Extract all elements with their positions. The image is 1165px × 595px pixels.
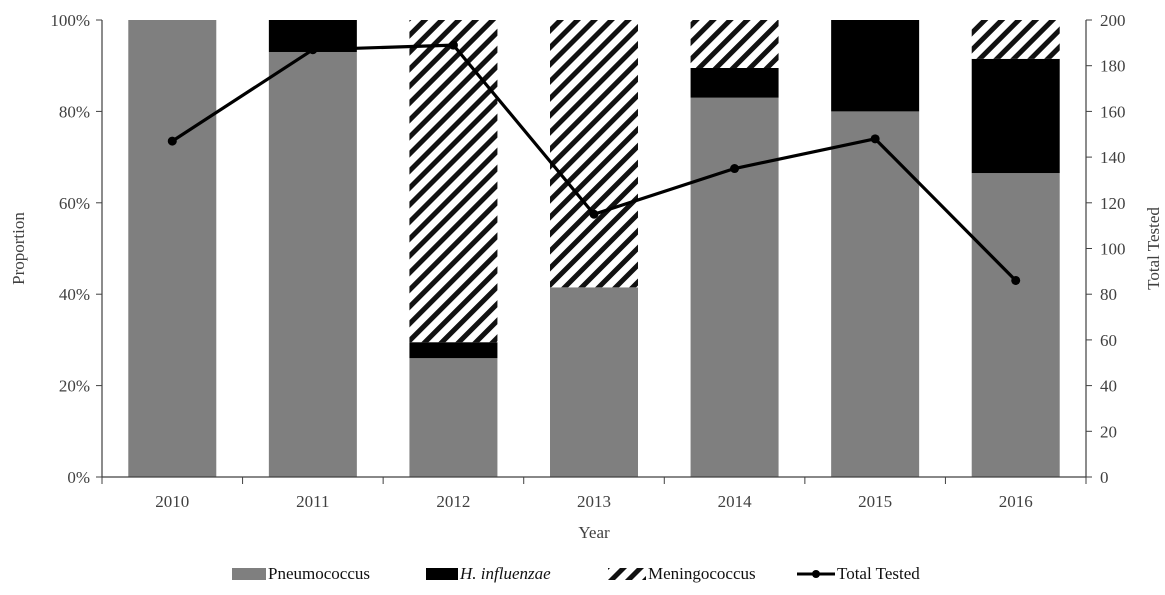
- y-tick-label: 100%: [50, 11, 90, 30]
- y-tick-label: 20%: [59, 377, 90, 396]
- legend-label-h-influenzae: H. influenzae: [459, 564, 551, 583]
- x-tick-label: 2013: [577, 492, 611, 511]
- y-axis-title: Proportion: [9, 212, 28, 285]
- bar-pneumococcus-2010: [128, 20, 217, 477]
- x-axis-title: Year: [578, 523, 610, 542]
- legend-label-pneumococcus: Pneumococcus: [268, 564, 370, 583]
- point-total-tested-2013: [589, 209, 599, 219]
- legend-label-meningococcus: Meningococcus: [648, 564, 756, 583]
- point-total-tested-2012: [448, 40, 458, 50]
- point-total-tested-2014: [730, 164, 740, 174]
- point-total-tested-2015: [870, 134, 880, 144]
- x-tick-label: 2011: [296, 492, 329, 511]
- y2-tick-label: 120: [1100, 194, 1126, 213]
- point-total-tested-2010: [167, 136, 177, 146]
- x-tick-label: 2015: [858, 492, 892, 511]
- y2-tick-label: 200: [1100, 11, 1126, 30]
- bar-meningococcus-2016: [971, 20, 1060, 59]
- legend-swatch-meningococcus: [608, 568, 646, 580]
- bar-meningococcus-2012: [409, 20, 498, 343]
- bar-h-influenzae-2012: [409, 342, 498, 359]
- bar-meningococcus-2013: [550, 20, 638, 288]
- bar-pneumococcus-2011: [268, 51, 357, 478]
- y2-tick-label: 60: [1100, 331, 1117, 350]
- x-tick-label: 2014: [718, 492, 753, 511]
- y2-tick-label: 80: [1100, 285, 1117, 304]
- point-total-tested-2016: [1011, 275, 1021, 285]
- y2-tick-label: 160: [1100, 102, 1126, 121]
- y2-tick-label: 40: [1100, 377, 1117, 396]
- y2-tick-label: 0: [1100, 468, 1109, 487]
- legend-swatch-pneumococcus: [232, 568, 266, 580]
- bar-h-influenzae-2014: [690, 67, 779, 98]
- bar-pneumococcus-2014: [690, 97, 779, 477]
- y2-tick-label: 100: [1100, 240, 1126, 259]
- y-tick-label: 0%: [67, 468, 90, 487]
- point-total-tested-2011: [308, 45, 318, 55]
- y-tick-label: 60%: [59, 194, 90, 213]
- y2-tick-label: 180: [1100, 57, 1126, 76]
- y-tick-label: 80%: [59, 102, 90, 121]
- x-tick-label: 2016: [999, 492, 1033, 511]
- x-tick-label: 2010: [155, 492, 189, 511]
- y-tick-label: 40%: [59, 285, 90, 304]
- y2-tick-label: 20: [1100, 422, 1117, 441]
- legend-marker-total-tested: [812, 570, 820, 578]
- bar-h-influenzae-2015: [831, 20, 920, 112]
- x-tick-label: 2012: [436, 492, 470, 511]
- y2-tick-label: 140: [1100, 148, 1126, 167]
- bar-pneumococcus-2012: [409, 358, 498, 477]
- bar-pneumococcus-2015: [831, 111, 920, 478]
- legend-label-total-tested: Total Tested: [837, 564, 920, 583]
- bar-pneumococcus-2016: [971, 173, 1060, 477]
- bar-h-influenzae-2016: [971, 58, 1060, 174]
- y2-axis-title: Total Tested: [1144, 207, 1163, 290]
- legend-swatch-h-influenzae: [426, 568, 458, 580]
- bar-meningococcus-2014: [690, 20, 779, 68]
- bar-pneumococcus-2013: [550, 287, 638, 477]
